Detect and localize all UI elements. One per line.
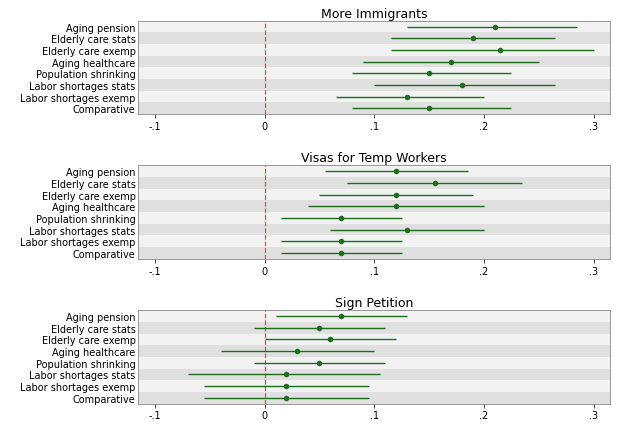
Bar (138, 45, 610, 56)
Title: Visas for Temp Workers: Visas for Temp Workers (301, 152, 447, 165)
Bar (138, 345, 610, 357)
Bar (138, 334, 610, 345)
Bar (138, 201, 610, 213)
Bar (138, 103, 610, 115)
Bar (138, 166, 610, 178)
Title: Sign Petition: Sign Petition (335, 296, 413, 309)
Bar (138, 189, 610, 201)
Bar (138, 68, 610, 80)
Bar (138, 310, 610, 322)
Bar (138, 33, 610, 45)
Bar (138, 224, 610, 236)
Bar (138, 247, 610, 259)
Title: More Immigrants: More Immigrants (321, 7, 428, 20)
Bar (138, 380, 610, 392)
Bar (138, 22, 610, 33)
Bar (138, 80, 610, 92)
Bar (138, 56, 610, 68)
Bar (138, 357, 610, 369)
Bar (138, 392, 610, 404)
Bar (138, 236, 610, 247)
Bar (138, 92, 610, 103)
Bar (138, 322, 610, 334)
Bar (138, 178, 610, 189)
Bar (138, 213, 610, 224)
Bar (138, 369, 610, 380)
